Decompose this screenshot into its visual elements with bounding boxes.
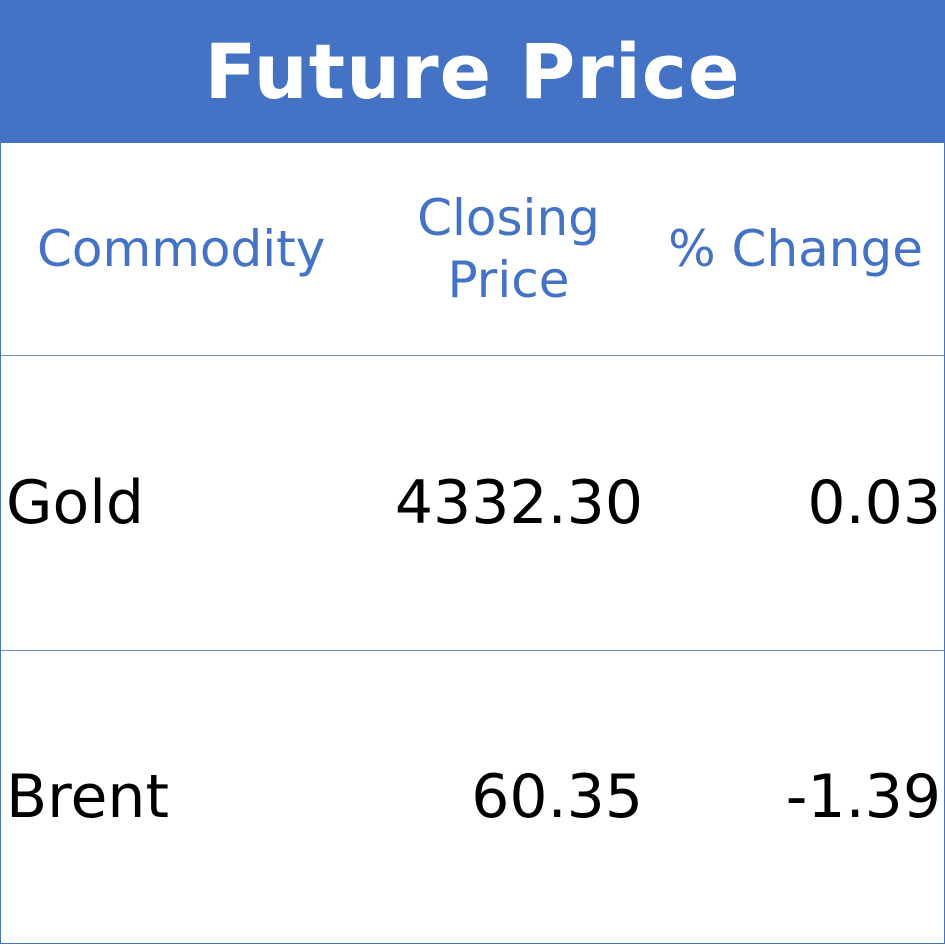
price-table: Commodity Closing Price % Change Gold 43… [0,143,945,944]
change-cell: 0.03 [807,467,941,538]
column-header-change: % Change [668,220,923,278]
commodity-cell: Gold [6,467,144,538]
table-title: Future Price [0,0,945,143]
table-row: Brent 60.35 -1.39 [1,650,944,944]
table-row: Gold 4332.30 0.03 [1,355,944,651]
column-header-commodity: Commodity [37,220,326,278]
commodity-cell: Brent [6,762,169,832]
closing-price-cell: 60.35 [471,762,643,832]
header-row: Commodity Closing Price % Change [1,143,944,356]
closing-price-cell: 4332.30 [394,467,643,538]
column-header-closing-price: Closing Price [417,189,600,309]
change-cell: -1.39 [785,762,941,832]
